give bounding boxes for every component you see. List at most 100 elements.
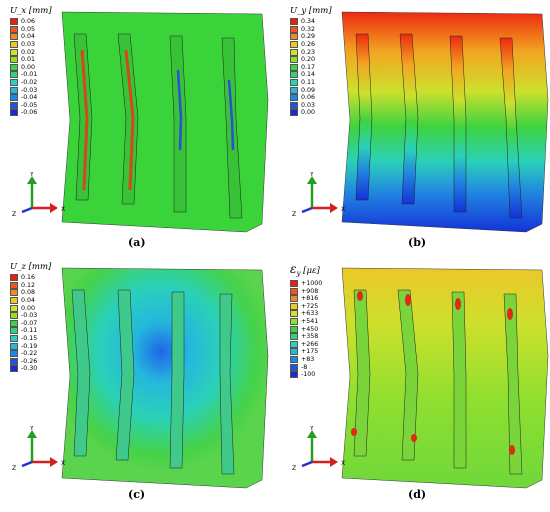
stringers-b [355, 33, 523, 219]
axis-x-label-c: X [61, 460, 65, 467]
panel-c: U_z [mm] 0.16 0.12 0.08 0.04 0.00 -0.03 -0.07-… [0, 256, 270, 506]
legend-value: 0.14 [301, 71, 316, 79]
legend-value: 0.00 [301, 109, 316, 117]
legend-value: +83 [301, 355, 315, 363]
legend-row: 0.04 [10, 33, 52, 41]
legend-value: -0.19 [21, 342, 38, 350]
legend-swatch [10, 56, 18, 64]
legend-swatch [290, 333, 298, 341]
legend-swatch [290, 371, 298, 379]
legend-row: -0.05 [10, 101, 52, 110]
legend-value: -100 [301, 371, 316, 379]
axis-z-label-a: Z [12, 211, 16, 218]
stringer-d-4 [503, 293, 523, 475]
legend-value: -0.11 [21, 327, 38, 335]
legend-swatch [290, 317, 298, 325]
stringers-c [71, 289, 235, 475]
legend-row: -0.22 [10, 350, 51, 358]
contour-plot-d [341, 267, 549, 489]
stringer-a-3 [169, 35, 187, 213]
plate-d [341, 267, 549, 489]
plate-b [341, 11, 549, 233]
stringer-c-1 [71, 289, 91, 457]
legend-row: -0.11 [10, 327, 51, 335]
stringer-a-1 [73, 33, 93, 201]
legend-row: 0.00 [10, 304, 51, 312]
legend-swatch [10, 33, 18, 41]
legend-swatch [290, 25, 298, 33]
legend-row: 0.20 [290, 56, 332, 64]
legend-value: 0.34 [301, 18, 316, 26]
legend-value: 0.16 [21, 274, 36, 282]
legend-row: -0.30 [10, 365, 51, 373]
legend-row: +725 [290, 302, 322, 310]
stringer-b-4 [499, 37, 523, 219]
stringer-d-3 [451, 291, 467, 469]
axis-triad-c: Y X Z [12, 426, 65, 472]
legend-swatch [290, 340, 298, 348]
legend-swatch [290, 94, 298, 102]
legend-value: +175 [301, 348, 319, 356]
axis-y-label-d: Y [309, 426, 314, 432]
legend-value: +450 [301, 325, 319, 333]
stringer-a-2-red [124, 49, 135, 191]
legend-row: 0.23 [290, 48, 332, 56]
legend-value: 0.03 [301, 101, 316, 109]
hot-spots-d [351, 291, 515, 455]
stringer-b-1 [355, 33, 373, 201]
legend-row: 0.09 [290, 86, 332, 94]
hot-spot-5 [351, 428, 357, 436]
legend-value: 0.00 [21, 63, 36, 71]
legend-swatch [290, 279, 298, 287]
caption-d: (d) [408, 488, 427, 501]
legend-swatch [10, 357, 18, 365]
legend-value: +358 [301, 333, 319, 341]
legend-value: 0.17 [301, 63, 316, 71]
axis-z-label-c: Z [12, 465, 16, 472]
legend-swatch [10, 312, 18, 320]
legend-swatch [290, 302, 298, 310]
legend-value: -0.04 [21, 94, 38, 102]
legend-row: +908 [290, 287, 322, 295]
legend-swatch [10, 18, 18, 26]
legend-row: 0.16 [10, 274, 51, 282]
axis-z-label-d: Z [292, 465, 296, 472]
legend-swatch [290, 79, 298, 87]
legend-value: 0.00 [21, 304, 36, 312]
legend-row: +1000 [290, 279, 322, 288]
legend-row: 0.04 [10, 297, 51, 305]
legend-value: -0.06 [21, 109, 38, 117]
legend-value: -0.03 [21, 86, 38, 94]
legend-row: 0.00 [10, 63, 52, 72]
legend-value: -0.26 [21, 357, 38, 365]
legend-row: 0.29 [290, 33, 332, 41]
legend-row: -0.19 [10, 342, 51, 350]
legend-value: 0.04 [21, 33, 36, 41]
legend-row: -0.07 [10, 319, 51, 328]
legend-value: 0.23 [301, 48, 316, 56]
legend-row: -100 [290, 371, 322, 379]
legend-rows-a: 0.06 0.05 0.04 0.03 0.02 0.01 0.00 -0.01 -0.02 -0… [10, 18, 52, 117]
legend-title-symbol-d: ε [290, 262, 297, 276]
legend-swatch [10, 281, 18, 289]
legend-row: 0.11 [290, 79, 332, 87]
axis-x-label-b: X [341, 206, 345, 213]
legend-row: +83 [290, 355, 322, 364]
legend-swatch [10, 79, 18, 87]
stringer-c-4 [219, 293, 235, 475]
legend-value: 0.11 [301, 79, 316, 87]
hot-spot-6 [411, 434, 417, 442]
axis-y-label-c: Y [29, 426, 34, 432]
legend-value: 0.06 [21, 18, 36, 26]
stringer-c-3 [169, 291, 185, 469]
legend-row: 0.34 [290, 18, 332, 26]
plate-c [61, 267, 269, 489]
legend-swatch [10, 350, 18, 358]
legend-swatch [290, 71, 298, 79]
legend-title-sub-d: y [296, 268, 301, 278]
legend-swatch [10, 319, 18, 327]
legend-row: -0.06 [10, 109, 52, 117]
axis-x-label-a: X [61, 206, 65, 213]
legend-value: -8 [301, 363, 308, 371]
legend-swatch [10, 342, 18, 350]
